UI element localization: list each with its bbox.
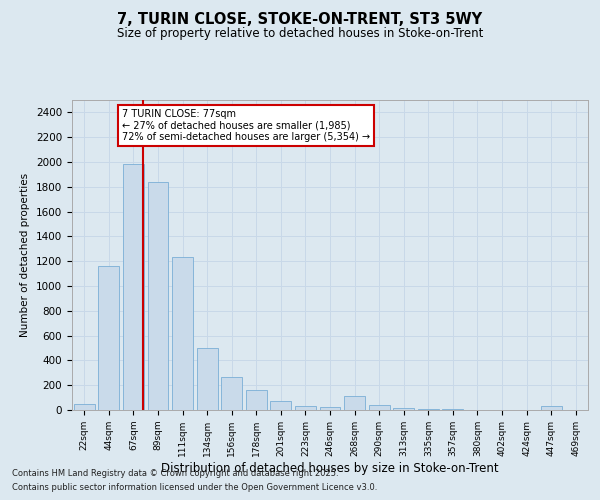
Bar — [271, 400, 292, 410]
Text: Size of property relative to detached houses in Stoke-on-Trent: Size of property relative to detached ho… — [117, 28, 483, 40]
Bar — [344, 396, 365, 410]
Bar — [295, 406, 316, 410]
Text: Contains HM Land Registry data © Crown copyright and database right 2025.: Contains HM Land Registry data © Crown c… — [12, 468, 338, 477]
Text: 7 TURIN CLOSE: 77sqm
← 27% of detached houses are smaller (1,985)
72% of semi-de: 7 TURIN CLOSE: 77sqm ← 27% of detached h… — [122, 108, 370, 142]
Text: Contains public sector information licensed under the Open Government Licence v3: Contains public sector information licen… — [12, 484, 377, 492]
Bar — [197, 348, 218, 410]
Bar — [221, 376, 242, 410]
Bar — [148, 182, 169, 410]
Bar — [541, 406, 562, 410]
Bar — [74, 404, 95, 410]
Bar — [368, 405, 389, 410]
Bar — [123, 164, 144, 410]
Bar — [393, 408, 414, 410]
Bar — [246, 390, 267, 410]
Bar — [320, 407, 340, 410]
X-axis label: Distribution of detached houses by size in Stoke-on-Trent: Distribution of detached houses by size … — [161, 462, 499, 474]
Y-axis label: Number of detached properties: Number of detached properties — [20, 173, 31, 337]
Bar — [172, 258, 193, 410]
Bar — [98, 266, 119, 410]
Text: 7, TURIN CLOSE, STOKE-ON-TRENT, ST3 5WY: 7, TURIN CLOSE, STOKE-ON-TRENT, ST3 5WY — [118, 12, 482, 28]
